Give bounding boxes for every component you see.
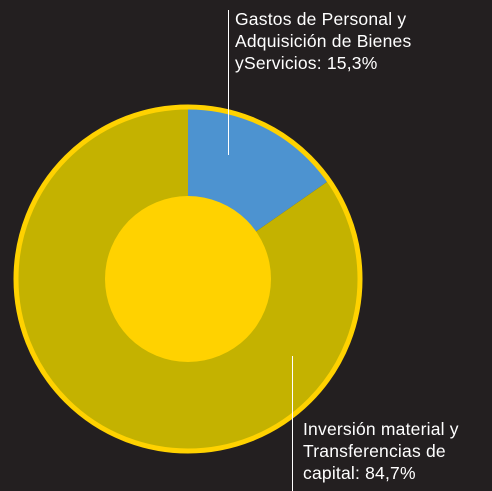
- value-label: 84,7%: [365, 463, 416, 483]
- category-label: Gastos de Personal y Adquisición de Bien…: [235, 9, 412, 73]
- slice-label: Inversión material y Transferencias de c…: [303, 418, 492, 484]
- slice-label: Gastos de Personal y Adquisición de Bien…: [235, 8, 475, 74]
- category-label: Inversión material y Transferencias de c…: [303, 419, 459, 483]
- value-label: 15,3%: [326, 53, 378, 73]
- donut-hole: [105, 196, 271, 362]
- outer-ring: [13, 104, 363, 454]
